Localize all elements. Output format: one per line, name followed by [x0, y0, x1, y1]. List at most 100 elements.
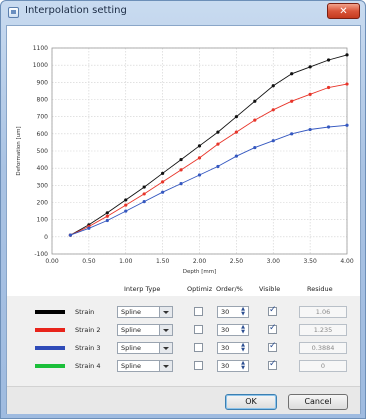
data-point: [142, 192, 146, 196]
color-swatch[interactable]: [35, 310, 65, 314]
residue-field: 0: [299, 360, 347, 372]
visible-checkbox[interactable]: [268, 305, 277, 316]
y-tick-label: 300: [37, 182, 49, 189]
plot-frame: [51, 47, 348, 255]
row-name: Strain 2: [75, 326, 101, 334]
data-point: [253, 99, 257, 103]
data-point: [197, 144, 202, 148]
order-value: 30: [221, 326, 230, 334]
header-optimize: Optimiz: [187, 285, 213, 293]
interp-type-value: Spline: [121, 326, 141, 334]
interp-type-select[interactable]: Spline: [117, 306, 173, 318]
y-tick-label: 1100: [33, 45, 48, 52]
order-value: 30: [221, 344, 230, 352]
row-name: Strain: [75, 308, 95, 316]
header-interp-type: Interp Type: [124, 285, 161, 293]
data-point: [142, 185, 146, 189]
chevron-down-icon[interactable]: [159, 343, 172, 353]
data-point: [105, 214, 109, 218]
data-point: [345, 123, 349, 127]
spin-arrows-icon[interactable]: ▲ ▼: [241, 360, 245, 371]
order-stepper[interactable]: 30 ▲ ▼: [217, 360, 249, 372]
data-point: [271, 108, 275, 112]
close-button[interactable]: ✕: [327, 3, 360, 19]
data-point: [216, 164, 220, 169]
dialog-client-area: 0.00 0.50 1.00 1.50 2.00 2.50 3.00 3.50 4.00 -100…: [6, 25, 361, 414]
data-point: [326, 58, 331, 62]
series-line: [70, 124, 348, 236]
color-swatch[interactable]: [35, 328, 65, 332]
row-name: Strain 4: [75, 362, 101, 370]
order-stepper[interactable]: 30 ▲ ▼: [217, 324, 249, 336]
data-point: [87, 226, 91, 230]
data-point: [290, 132, 294, 136]
optimize-checkbox[interactable]: [194, 325, 203, 334]
y-tick-label: 200: [37, 200, 49, 207]
data-point: [161, 171, 165, 175]
header-order: Order/%: [216, 285, 243, 293]
y-tick-label: -100: [34, 251, 48, 258]
x-tick-label: 3.50: [303, 258, 317, 265]
chevron-down-icon[interactable]: [159, 325, 172, 335]
data-point: [308, 92, 312, 96]
interp-type-value: Spline: [121, 344, 141, 352]
header-visible: Visible: [259, 285, 281, 293]
spin-arrows-icon[interactable]: ▲ ▼: [241, 324, 245, 335]
interp-type-select[interactable]: Spline: [117, 342, 173, 354]
order-stepper[interactable]: 30 ▲ ▼: [217, 342, 249, 354]
y-axis-label: Deformation [um]: [16, 126, 22, 175]
interp-type-select[interactable]: Spline: [117, 324, 173, 336]
interp-type-value: Spline: [121, 362, 141, 370]
window-title: Interpolation setting: [25, 5, 127, 16]
data-point: [234, 115, 238, 119]
data-point: [253, 118, 257, 122]
order-stepper[interactable]: 30 ▲ ▼: [217, 306, 249, 318]
data-point: [142, 200, 146, 204]
data-point: [326, 125, 331, 129]
visible-checkbox[interactable]: [268, 341, 277, 352]
data-point: [326, 85, 331, 90]
chevron-down-icon[interactable]: [159, 361, 172, 371]
optimize-checkbox[interactable]: [194, 361, 203, 370]
y-tick-label: 800: [37, 97, 49, 104]
data-point: [161, 190, 165, 194]
series-line: [70, 83, 348, 236]
cancel-button[interactable]: Cancel: [288, 394, 348, 410]
title-bar[interactable]: Interpolation setting ✕: [1, 1, 365, 25]
data-point: [179, 157, 183, 162]
x-tick-label: 0.50: [82, 258, 96, 265]
color-swatch[interactable]: [35, 364, 65, 368]
interp-type-select[interactable]: Spline: [117, 360, 173, 372]
data-point: [197, 173, 202, 177]
data-point: [271, 84, 275, 88]
data-point: [253, 145, 257, 150]
data-point: [105, 218, 109, 223]
data-point: [197, 156, 202, 160]
data-point: [216, 130, 220, 134]
spin-arrows-icon[interactable]: ▲ ▼: [241, 342, 245, 353]
color-swatch[interactable]: [35, 346, 65, 350]
x-tick-label: 1.00: [119, 258, 133, 265]
data-point: [68, 233, 73, 237]
optimize-checkbox[interactable]: [194, 343, 203, 352]
data-point: [179, 168, 183, 172]
optimize-checkbox[interactable]: [194, 307, 203, 316]
visible-checkbox[interactable]: [268, 359, 277, 370]
x-tick-label: 3.00: [267, 258, 281, 265]
series-line: [70, 54, 348, 236]
data-point: [161, 180, 165, 184]
data-point: [234, 130, 238, 134]
ok-button[interactable]: OK: [225, 394, 277, 410]
order-value: 30: [221, 308, 230, 316]
row-name: Strain 3: [75, 344, 101, 352]
y-tick-label: 700: [37, 114, 49, 121]
data-point: [290, 99, 294, 103]
y-tick-label: 1000: [33, 62, 48, 69]
visible-checkbox[interactable]: [268, 323, 277, 334]
y-tick-label: 100: [37, 217, 49, 224]
x-axis-label: Depth [mm]: [183, 269, 217, 275]
chevron-down-icon[interactable]: [159, 307, 172, 317]
order-value: 30: [221, 362, 230, 370]
spin-arrows-icon[interactable]: ▲ ▼: [241, 306, 245, 317]
